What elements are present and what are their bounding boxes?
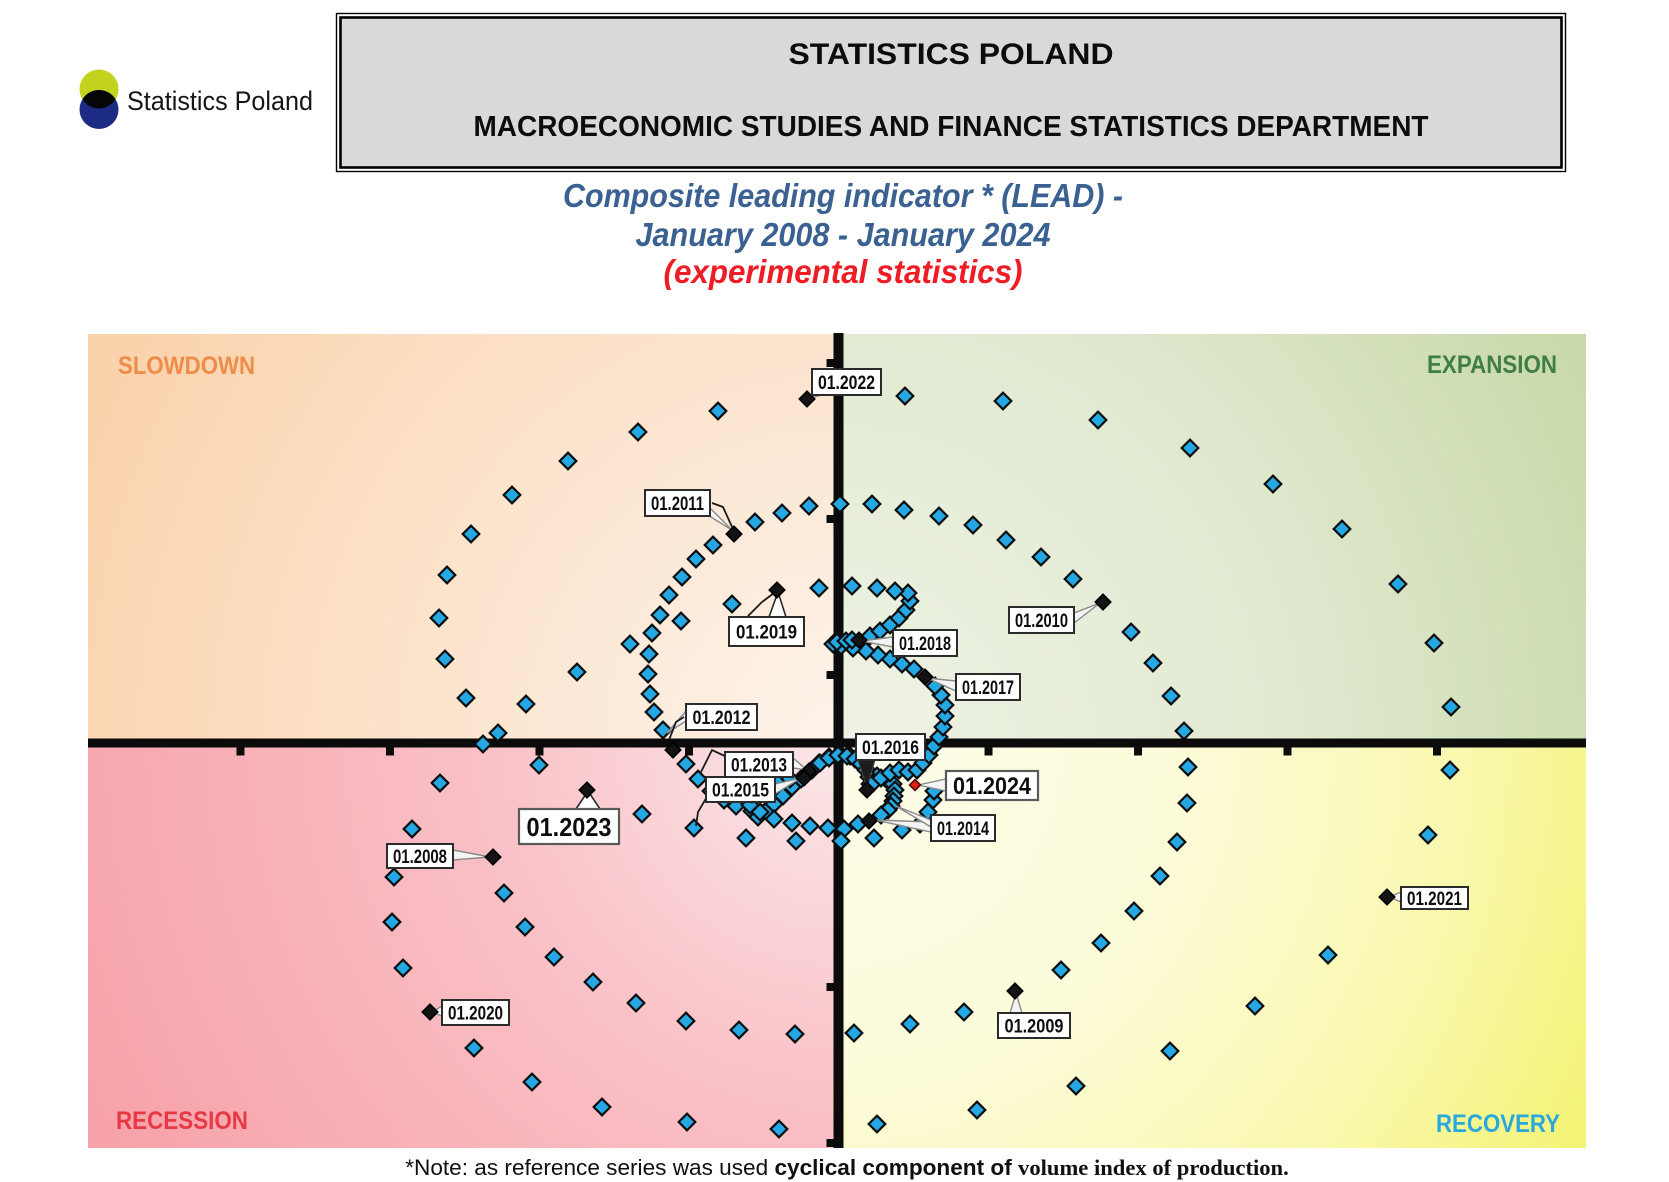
svg-text:MACROECONOMIC STUDIES AND FINA: MACROECONOMIC STUDIES AND FINANCE STATIS… [474,111,1429,143]
svg-text:RECESSION: RECESSION [116,1107,248,1135]
svg-text:SLOWDOWN: SLOWDOWN [118,352,255,380]
svg-text:01.2016: 01.2016 [862,738,919,759]
svg-text:01.2021: 01.2021 [1407,889,1462,910]
svg-text:01.2012: 01.2012 [693,708,751,729]
svg-text:01.2015: 01.2015 [712,780,769,801]
svg-text:*Note: as reference series was: *Note: as reference series was used cycl… [405,1155,1289,1180]
svg-text:01.2024: 01.2024 [953,773,1032,800]
svg-text:01.2008: 01.2008 [393,847,447,868]
svg-text:Composite leading indicator *: Composite leading indicator * (LEAD) - [563,177,1123,214]
svg-text:01.2023: 01.2023 [527,812,612,842]
svg-text:01.2010: 01.2010 [1015,611,1068,632]
svg-text:STATISTICS POLAND: STATISTICS POLAND [789,38,1114,71]
svg-text:January 2008 - January 2024: January 2008 - January 2024 [636,216,1051,253]
svg-text:RECOVERY: RECOVERY [1436,1110,1560,1138]
svg-text:01.2020: 01.2020 [448,1003,503,1024]
svg-text:EXPANSION: EXPANSION [1427,351,1557,379]
svg-text:01.2019: 01.2019 [736,622,797,643]
svg-text:01.2022: 01.2022 [818,373,875,394]
svg-text:01.2017: 01.2017 [962,678,1014,699]
svg-text:Statistics Poland: Statistics Poland [127,86,313,116]
svg-text:01.2014: 01.2014 [937,819,989,840]
svg-text:01.2011: 01.2011 [651,494,704,515]
svg-text:01.2018: 01.2018 [899,634,951,655]
svg-text:01.2013: 01.2013 [731,755,787,776]
svg-text:(experimental statistics): (experimental statistics) [664,253,1023,290]
svg-text:01.2009: 01.2009 [1005,1016,1064,1037]
